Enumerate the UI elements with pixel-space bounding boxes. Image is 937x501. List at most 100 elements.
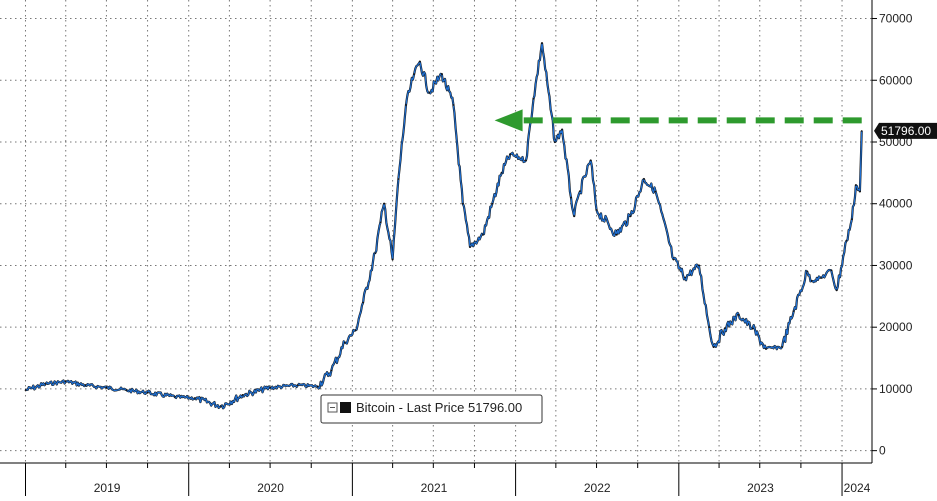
data-point: [482, 233, 484, 236]
data-point: [860, 130, 863, 132]
data-point: [792, 310, 795, 312]
x-tick-label: 2024: [844, 481, 871, 495]
data-point: [330, 369, 333, 372]
y-tick-label: 20000: [879, 320, 913, 334]
data-point: [419, 60, 421, 63]
data-point: [835, 289, 838, 291]
data-point: [765, 347, 767, 350]
data-point: [570, 196, 572, 199]
data-point: [595, 209, 598, 211]
legend: Bitcoin - Last Price 51796.00: [320, 394, 543, 424]
last-price-tag-label: 51796.00: [881, 124, 931, 138]
data-point: [500, 172, 503, 174]
data-point: [24, 389, 27, 391]
data-point: [391, 258, 394, 261]
data-point: [469, 246, 471, 248]
data-point: [441, 73, 443, 75]
data-point: [194, 397, 196, 399]
data-point: [362, 301, 364, 304]
data-point: [354, 329, 357, 332]
data-point: [712, 346, 715, 348]
data-point: [698, 264, 700, 267]
data-point: [413, 73, 415, 75]
data-point: [462, 202, 464, 205]
data-point: [383, 202, 385, 205]
data-point: [561, 128, 563, 131]
data-point: [374, 252, 376, 254]
data-point: [589, 159, 592, 162]
data-point: [781, 346, 783, 348]
bitcoin-price-line: [25, 42, 863, 409]
y-tick-label: 40000: [879, 197, 913, 211]
data-point: [269, 386, 271, 389]
annotation-arrow: [494, 109, 862, 132]
data-point: [573, 215, 575, 217]
data-point: [708, 326, 711, 328]
data-point: [452, 104, 455, 106]
x-tick-label: 2019: [94, 481, 121, 495]
legend-swatch: [340, 402, 351, 413]
data-point: [84, 384, 87, 387]
axes: [0, 0, 873, 464]
data-point: [806, 270, 808, 273]
x-tick-label: 2023: [747, 481, 774, 495]
data-point: [297, 384, 299, 387]
data-point: [541, 42, 543, 45]
y-tick-label: 30000: [879, 258, 913, 272]
y-tick-label: 70000: [879, 12, 913, 26]
data-point: [810, 280, 813, 282]
last-price-tag: 51796.00: [874, 122, 937, 139]
data-point: [654, 190, 657, 193]
legend-label: Bitcoin - Last Price 51796.00: [356, 400, 522, 415]
data-point: [525, 159, 527, 162]
data-point: [44, 383, 47, 385]
data-point: [146, 391, 149, 394]
data-point: [428, 91, 431, 94]
grid: [0, 0, 872, 463]
data-point: [629, 215, 632, 217]
data-point: [242, 394, 244, 396]
data-point: [405, 104, 407, 106]
x-tick-labels: 2019 2020 2021 2022 2023 2024: [24, 463, 871, 496]
data-point: [397, 178, 400, 180]
data-point: [851, 218, 853, 220]
data-point: [859, 190, 861, 193]
data-point: [64, 380, 67, 383]
y-tick-label: 10000: [879, 382, 913, 396]
data-point: [737, 314, 740, 316]
last-price-tag-background: [874, 122, 937, 139]
data-point: [672, 258, 675, 261]
data-point: [379, 221, 382, 224]
data-point: [845, 239, 848, 242]
data-point: [343, 341, 346, 344]
data-point: [532, 97, 535, 100]
data-point: [820, 277, 822, 279]
annotation-arrow-head: [494, 109, 523, 132]
series: [24, 42, 863, 410]
data-point: [724, 327, 726, 330]
x-tick-label: 2021: [421, 481, 448, 495]
data-point: [220, 405, 222, 408]
data-point: [105, 386, 108, 389]
data-point: [615, 233, 618, 236]
data-point: [855, 184, 857, 186]
bitcoin-price-line-shadow: [25, 42, 863, 410]
data-point: [830, 269, 833, 272]
data-point: [316, 385, 319, 388]
y-tick-label: 60000: [879, 73, 913, 87]
x-tick-label: 2020: [257, 481, 284, 495]
data-point: [509, 153, 512, 156]
data-point: [125, 389, 128, 391]
data-point: [643, 178, 645, 180]
data-point: [554, 141, 556, 143]
data-point: [684, 277, 686, 279]
data-point: [751, 327, 754, 330]
x-tick-label: 2022: [584, 481, 611, 495]
legend-box: [320, 394, 543, 424]
data-point: [491, 202, 494, 205]
data-point: [174, 396, 176, 398]
data-point: [579, 190, 581, 193]
